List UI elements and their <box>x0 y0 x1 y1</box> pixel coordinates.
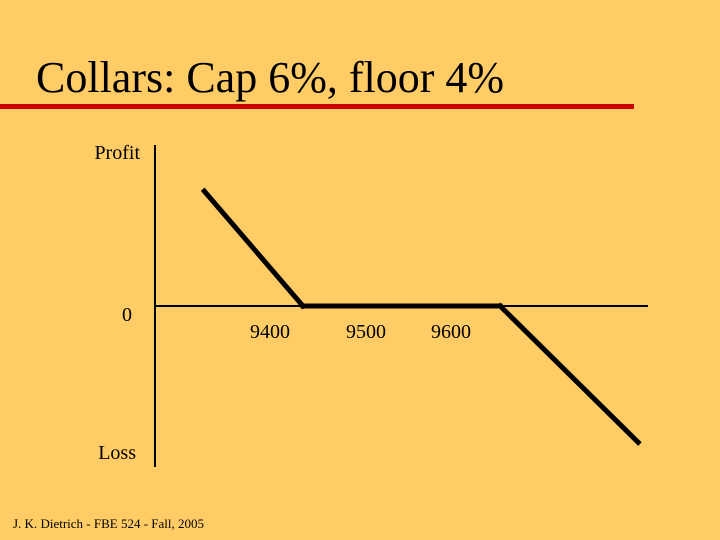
y-label-loss: Loss <box>98 442 136 464</box>
footer-credit: J. K. Dietrich - FBE 524 - Fall, 2005 <box>13 516 205 531</box>
payoff-segment-1-1 <box>200 187 307 310</box>
title-underline <box>0 104 634 109</box>
x-tick-label-9600: 9600 <box>431 321 471 343</box>
y-label-profit: Profit <box>94 142 140 164</box>
x-tick-label-9400: 9400 <box>250 321 290 343</box>
series-layer <box>200 187 642 446</box>
y-label-zero: 0 <box>122 304 132 326</box>
slide-title: Collars: Cap 6%, floor 4% <box>36 53 505 102</box>
x-tick-label-9500: 9500 <box>346 321 386 343</box>
payoff-segment-1-3 <box>496 302 642 446</box>
